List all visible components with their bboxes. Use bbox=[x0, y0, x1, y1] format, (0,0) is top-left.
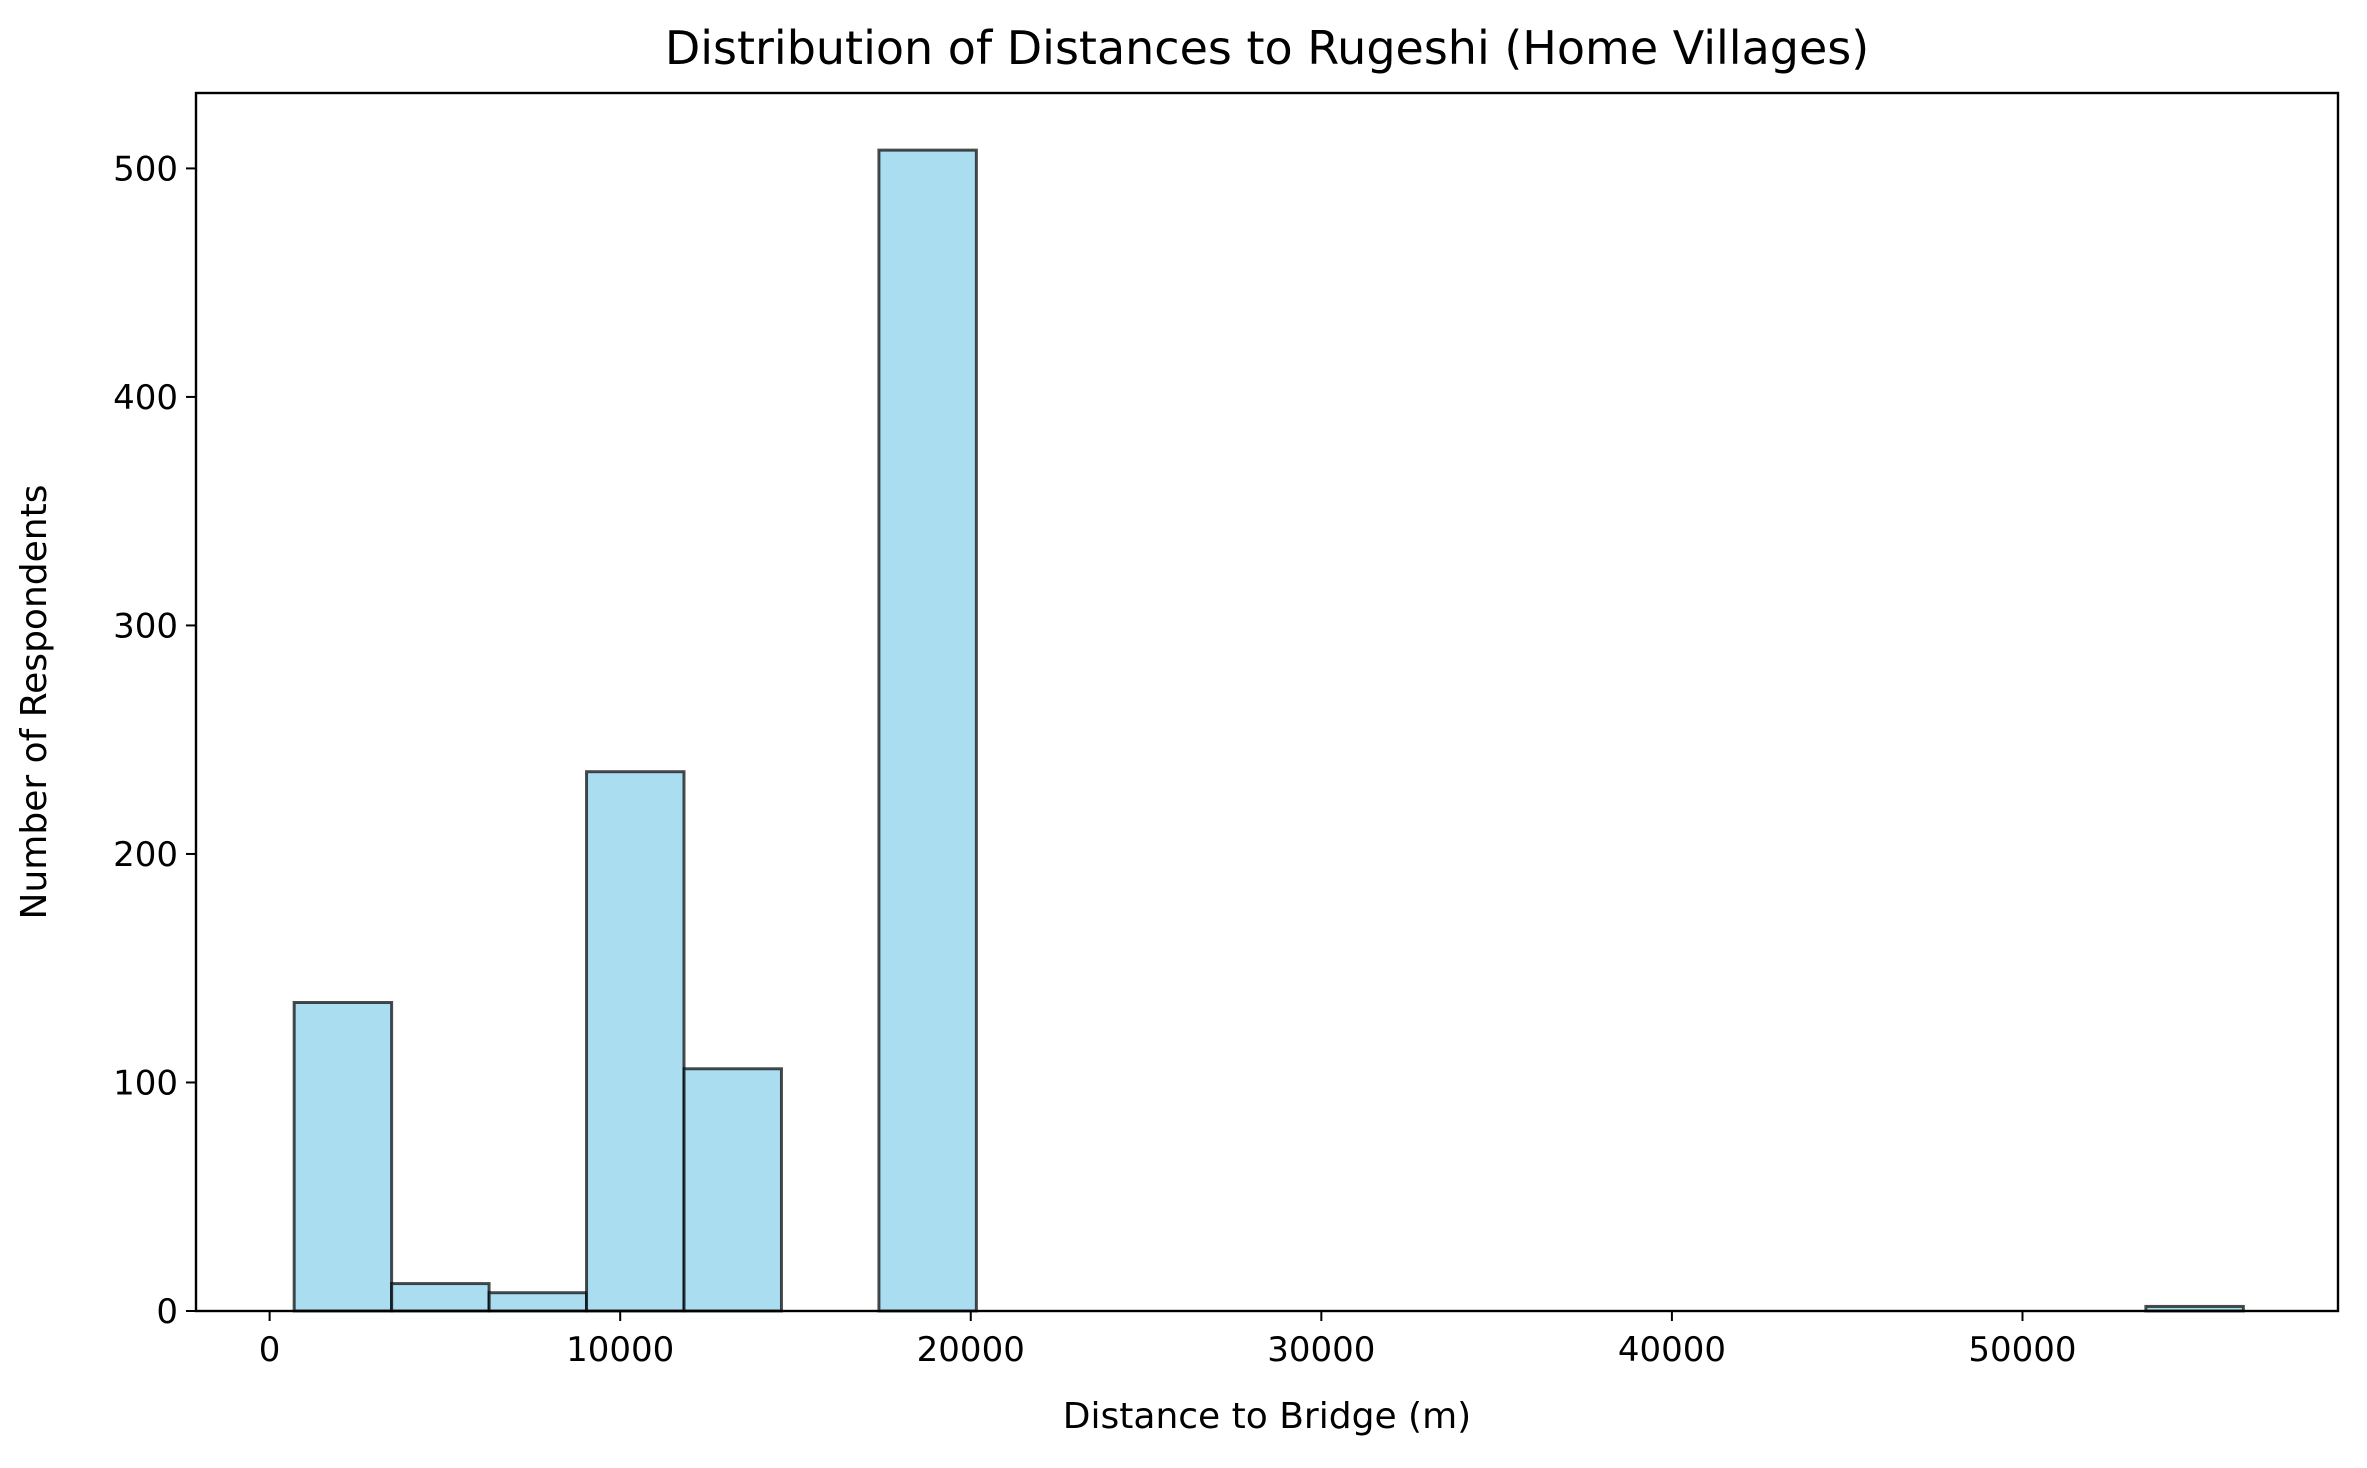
y-axis-label: Number of Respondents bbox=[14, 485, 55, 920]
y-tick-label: 200 bbox=[113, 835, 178, 875]
x-axis-ticks: 0 10000 20000 30000 40000 50000 bbox=[259, 1311, 2077, 1370]
x-tick-label: 10000 bbox=[566, 1330, 674, 1370]
x-tick-label: 0 bbox=[259, 1330, 281, 1370]
histogram-bar bbox=[390, 1282, 491, 1313]
histogram-bar bbox=[292, 1001, 394, 1313]
x-tick-label: 50000 bbox=[1968, 1330, 2076, 1370]
y-tick-label: 0 bbox=[156, 1292, 178, 1332]
histogram-bar bbox=[682, 1067, 783, 1313]
y-axis-ticks: 0 100 200 300 400 500 bbox=[113, 149, 196, 1332]
plot-frame bbox=[194, 91, 2340, 1313]
bars-group bbox=[292, 148, 2245, 1313]
x-tick-label: 30000 bbox=[1267, 1330, 1375, 1370]
y-tick-label: 100 bbox=[113, 1063, 178, 1103]
chart-title: Distribution of Distances to Rugeshi (Ho… bbox=[665, 21, 1869, 75]
histogram-bar bbox=[585, 770, 686, 1313]
histogram-bar bbox=[877, 148, 978, 1313]
y-tick-label: 500 bbox=[113, 149, 178, 189]
x-tick-label: 20000 bbox=[917, 1330, 1025, 1370]
y-tick-label: 400 bbox=[113, 378, 178, 418]
x-tick-label: 40000 bbox=[1618, 1330, 1726, 1370]
histogram-bar bbox=[487, 1291, 589, 1313]
y-tick-label: 300 bbox=[113, 606, 178, 646]
x-axis-label: Distance to Bridge (m) bbox=[1063, 1396, 1471, 1437]
